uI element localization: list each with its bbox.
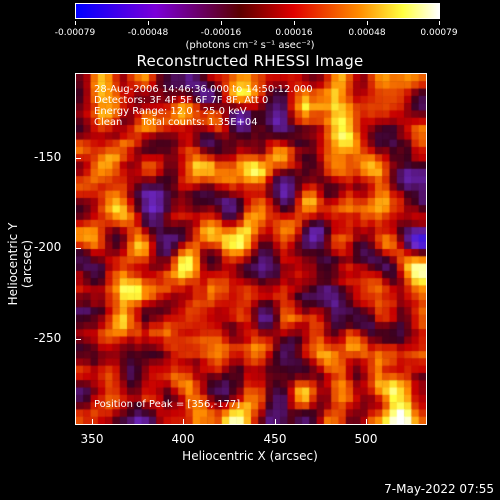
x-tick bbox=[92, 419, 93, 425]
y-tick-label: -250 bbox=[34, 331, 62, 345]
y-tick-label: -150 bbox=[34, 150, 62, 164]
y-tick bbox=[75, 248, 81, 249]
y-axis-title: Heliocentric Y (arcsec) bbox=[6, 222, 34, 306]
colorbar-tick bbox=[75, 21, 76, 25]
colorbar-tick bbox=[294, 21, 295, 25]
peak-position: Position of Peak = [356,-177] bbox=[94, 399, 241, 410]
x-axis-title: Heliocentric X (arcsec) bbox=[182, 449, 318, 463]
x-tick-label: 400 bbox=[171, 432, 195, 446]
y-tick bbox=[75, 158, 81, 159]
timestamp-footer: 7-May-2022 07:55 bbox=[384, 482, 494, 496]
colorbar-tick bbox=[367, 21, 368, 25]
x-tick-label: 500 bbox=[354, 432, 378, 446]
info-clean: Clean Total counts: 1.35E+04 bbox=[94, 117, 258, 128]
colorbar-label: -0.00048 bbox=[127, 28, 169, 38]
colorbar-tick bbox=[148, 21, 149, 25]
colorbar-tick bbox=[439, 21, 440, 25]
colorbar bbox=[75, 3, 440, 19]
y-tick-label: -200 bbox=[34, 240, 62, 254]
x-tick bbox=[366, 419, 367, 425]
image-plot: 28-Aug-2006 14:46:36.000 to 14:50:12.000… bbox=[75, 73, 427, 425]
y-tick bbox=[75, 339, 81, 340]
info-detectors: Detectors: 3F 4F 5F 6F 7F 8F, Att 0 bbox=[94, 95, 269, 106]
x-tick-label: 450 bbox=[263, 432, 287, 446]
colorbar-label: 0.00048 bbox=[348, 28, 386, 38]
image-title: Reconstructed RHESSI Image bbox=[136, 52, 364, 70]
colorbar-label: 0.00079 bbox=[420, 28, 458, 38]
info-energy: Energy Range: 12.0 - 25.0 keV bbox=[94, 106, 247, 117]
colorbar-unit: (photons cm⁻² s⁻¹ asec⁻²) bbox=[185, 40, 315, 51]
colorbar-label: -0.00016 bbox=[200, 28, 242, 38]
rhessi-heatmap bbox=[76, 74, 426, 424]
colorbar-label: 0.00016 bbox=[275, 28, 313, 38]
info-time: 28-Aug-2006 14:46:36.000 to 14:50:12.000 bbox=[94, 84, 313, 95]
x-tick bbox=[275, 419, 276, 425]
colorbar-label: -0.00079 bbox=[54, 28, 96, 38]
x-tick-label: 350 bbox=[80, 432, 104, 446]
colorbar-tick bbox=[221, 21, 222, 25]
x-tick bbox=[183, 419, 184, 425]
